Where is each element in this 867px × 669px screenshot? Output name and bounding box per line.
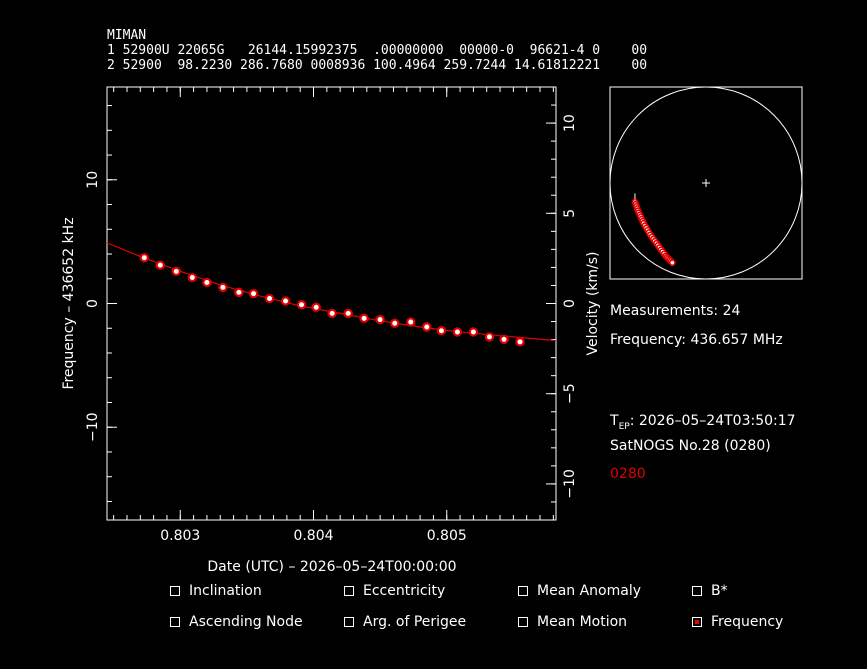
y2-tick-label: 10 — [562, 114, 578, 132]
checkbox-bstar[interactable]: B* — [692, 583, 728, 599]
sky-circle — [609, 86, 803, 280]
y-axis-label: Frequency – 436652 kHz — [61, 217, 77, 389]
checkbox-frequency[interactable]: Frequency — [692, 614, 783, 630]
checkbox-label: B* — [711, 583, 728, 599]
data-point — [452, 327, 463, 337]
checkbox-label: Frequency — [711, 614, 784, 630]
checkbox-box[interactable] — [692, 617, 702, 627]
checkbox-label: Inclination — [189, 583, 262, 599]
data-point — [202, 277, 212, 288]
checkbox-box[interactable] — [344, 617, 354, 627]
data-point — [390, 318, 400, 328]
data-point — [248, 288, 259, 299]
epoch-value: : 2026–05–24T03:50:17 — [629, 413, 796, 429]
checkbox-box[interactable] — [518, 617, 528, 627]
checkbox-ascending-node[interactable]: Ascending Node — [170, 614, 303, 630]
checkbox-box[interactable] — [518, 586, 528, 596]
y2-tick-label: 0 — [562, 299, 578, 308]
x-tick-label: 0.804 — [293, 528, 333, 544]
plot-frame — [106, 86, 557, 521]
checkbox-eccentricity[interactable]: Eccentricity — [344, 583, 445, 599]
measurements-count: Measurements: 24 — [610, 303, 741, 319]
data-point — [406, 317, 416, 327]
data-point — [155, 260, 165, 270]
y-tick-label: 10 — [85, 171, 101, 189]
data-point — [296, 300, 307, 310]
data-point — [280, 296, 291, 306]
x-axis-label: Date (UTC) – 2026–05–24T00:00:00 — [207, 559, 456, 575]
epoch-subscript: EP — [618, 421, 630, 432]
data-point — [375, 314, 385, 325]
checkbox-inclination[interactable]: Inclination — [170, 583, 262, 599]
data-point — [484, 332, 495, 342]
frequency-value: Frequency: 436.657 MHz — [610, 332, 783, 348]
data-point — [311, 302, 321, 312]
checkbox-arg-of-perigee[interactable]: Arg. of Perigee — [344, 614, 466, 630]
sky-center-cross — [702, 179, 710, 187]
data-point — [359, 313, 369, 324]
data-point — [218, 282, 228, 293]
epoch-time: TEP: 2026–05–24T03:50:17 — [610, 413, 796, 434]
data-point — [327, 308, 337, 319]
checkbox-mean-motion[interactable]: Mean Motion — [518, 614, 627, 630]
satellite-name: MIMAN — [107, 28, 147, 43]
x-tick-label: 0.805 — [427, 528, 467, 544]
checkbox-label: Eccentricity — [363, 583, 446, 599]
checkbox-box[interactable] — [344, 586, 354, 596]
data-point — [343, 308, 353, 319]
station-id: 0280 — [610, 466, 646, 482]
checkbox-label: Mean Motion — [537, 614, 628, 630]
data-point — [499, 334, 509, 345]
station-name: SatNOGS No.28 (0280) — [610, 438, 771, 454]
checkbox-mean-anomaly[interactable]: Mean Anomaly — [518, 583, 641, 599]
checkbox-label: Ascending Node — [189, 614, 303, 630]
checkbox-box[interactable] — [692, 586, 702, 596]
y-tick-label: −10 — [85, 412, 101, 442]
y2-tick-label: −10 — [562, 469, 578, 499]
data-point — [422, 322, 432, 332]
y2-tick-label: 5 — [562, 209, 578, 218]
data-point — [187, 272, 197, 283]
data-point — [436, 326, 447, 336]
data-point — [515, 337, 525, 347]
checkbox-label: Mean Anomaly — [537, 583, 642, 599]
y2-axis-label: Velocity (km/s) — [585, 251, 601, 355]
fit-curve — [106, 242, 557, 342]
data-point — [264, 293, 275, 304]
data-point — [171, 266, 181, 277]
checkbox-box[interactable] — [170, 586, 180, 596]
y2-tick-label: −5 — [562, 383, 578, 404]
y-tick-label: 0 — [85, 299, 101, 308]
epoch-prefix: T — [610, 413, 619, 429]
tle-line-1: 1 52900U 22065G 26144.15992375 .00000000… — [107, 43, 648, 58]
data-point — [139, 253, 150, 263]
checkbox-label: Arg. of Perigee — [363, 614, 467, 630]
sky-track-point — [669, 259, 676, 267]
tle-line-2: 2 52900 98.2230 286.7680 0008936 100.496… — [107, 58, 648, 73]
data-point — [468, 327, 479, 337]
checkbox-box[interactable] — [170, 617, 180, 627]
data-point — [234, 287, 244, 298]
x-tick-label: 0.803 — [160, 528, 200, 544]
